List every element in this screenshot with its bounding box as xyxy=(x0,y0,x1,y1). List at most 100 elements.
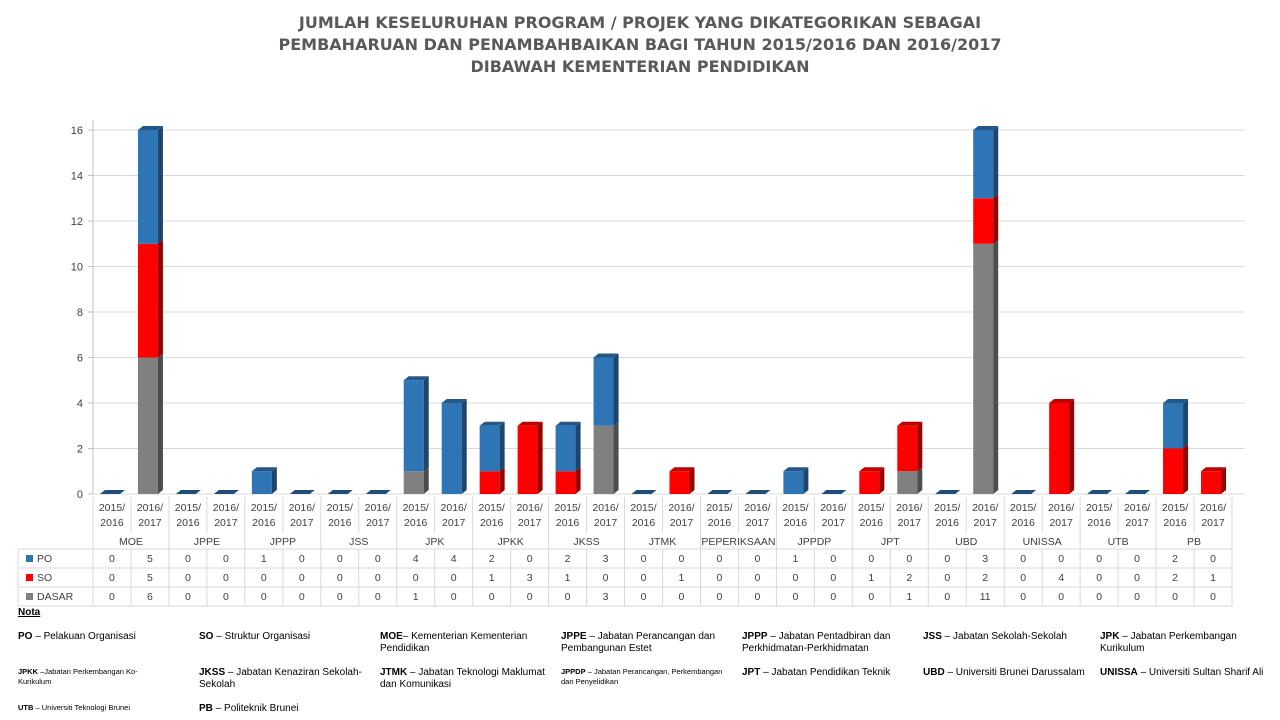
bar-po-1-top xyxy=(137,126,163,130)
group-label: JPPP xyxy=(270,536,296,548)
bar-dasar-13 xyxy=(593,425,614,494)
bar-po-10-top xyxy=(479,421,505,426)
bar-so-15-top xyxy=(669,467,695,472)
bar-so-20 xyxy=(859,471,880,494)
note-text: – Pelakuan Organisasi xyxy=(32,631,136,642)
table-cell: 0 xyxy=(1020,572,1026,584)
table-cell: 4 xyxy=(1058,572,1064,584)
bar-zero-0 xyxy=(99,490,125,494)
year-label-line-1: 2015/ xyxy=(706,502,732,514)
group-label: UBD xyxy=(955,536,978,548)
bar-so-11 xyxy=(517,425,538,494)
table-cell: 0 xyxy=(1134,553,1140,565)
year-label-line-2: 2017 xyxy=(822,517,846,529)
note-abbr: PO xyxy=(18,631,33,642)
note-text: – Politeknik Brunei xyxy=(212,703,299,714)
note-jpkk: JPKK –Jabatan Perkembangan Ko-Kurikulum xyxy=(18,667,168,687)
table-cell: 11 xyxy=(980,591,991,603)
table-cell: 0 xyxy=(1096,591,1102,603)
table-cell: 0 xyxy=(754,572,760,584)
table-cell: 2 xyxy=(1172,572,1178,584)
table-cell: 2 xyxy=(1172,553,1178,565)
bar-so-20-side xyxy=(879,467,885,494)
table-cell: 0 xyxy=(1020,591,1026,603)
bar-zero-27 xyxy=(1125,490,1151,494)
table-cell: 2 xyxy=(982,572,988,584)
bar-so-23-side xyxy=(993,194,999,244)
bar-po-12-top xyxy=(555,421,581,426)
legend-key-so xyxy=(26,574,33,581)
legend-key-dasar xyxy=(26,593,33,600)
y-tick-label: 4 xyxy=(77,398,83,410)
bar-zero-26 xyxy=(1087,490,1113,494)
bar-so-10-side xyxy=(499,467,505,494)
bar-po-18 xyxy=(783,471,804,494)
bar-zero-14 xyxy=(631,490,657,494)
group-label: JKSS xyxy=(573,536,599,548)
chart-gridlines xyxy=(93,129,1245,495)
y-tick-label: 10 xyxy=(71,262,83,274)
group-label: UNISSA xyxy=(1023,536,1062,548)
note-abbr: UBD xyxy=(923,667,945,678)
bar-po-8-side xyxy=(423,376,429,472)
table-cell: 0 xyxy=(679,553,685,565)
bar-po-12-side xyxy=(575,421,581,472)
table-cell: 0 xyxy=(413,572,419,584)
group-label: JSS xyxy=(349,536,368,548)
year-label-line-2: 2016 xyxy=(404,517,428,529)
year-label-line-1: 2016/ xyxy=(668,502,694,514)
bar-zero-24 xyxy=(1011,490,1037,494)
year-label-line-2: 2016 xyxy=(252,517,276,529)
bar-zero-19 xyxy=(821,490,847,494)
table-cell: 0 xyxy=(1096,553,1102,565)
bar-dasar-8 xyxy=(403,471,424,494)
notes-section: Nota PO – Pelakuan Organisasi SO – Strukt… xyxy=(18,607,1268,719)
note-text: – Jabatan Kenaziran Sekolah-Sekolah xyxy=(199,667,362,690)
year-label-line-1: 2015/ xyxy=(479,502,505,514)
note-jtmk: JTMK – Jabatan Teknologi Maklumat dan Ko… xyxy=(380,667,550,691)
bar-zero-6 xyxy=(327,490,353,494)
data-table: 2015/20162016/20172015/20162016/20172015… xyxy=(17,497,1233,607)
table-cell: 0 xyxy=(792,591,798,603)
note-abbr: UNISSA xyxy=(1100,667,1138,678)
bar-so-11-side xyxy=(537,421,543,494)
series-label: DASAR xyxy=(37,591,74,603)
note-text: – Jabatan Teknologi Maklumat dan Komunik… xyxy=(380,667,545,690)
note-jppdp: JPPDP – Jabatan Perancangan, Perkembanga… xyxy=(561,667,731,687)
table-cell: 0 xyxy=(1172,591,1178,603)
note-text: – Jabatan Perkembangan Kurikulum xyxy=(1100,631,1237,654)
year-label-line-1: 2015/ xyxy=(99,502,125,514)
table-cell: 0 xyxy=(337,591,343,603)
year-label-line-2: 2017 xyxy=(670,517,694,529)
year-label-line-1: 2015/ xyxy=(630,502,656,514)
table-cell: 0 xyxy=(603,572,609,584)
bar-po-8 xyxy=(403,380,424,472)
table-cell: 0 xyxy=(792,572,798,584)
note-abbr: JKSS xyxy=(199,667,226,678)
table-cell: 0 xyxy=(489,591,495,603)
table-cell: 0 xyxy=(185,553,191,565)
year-label-line-2: 2017 xyxy=(366,517,390,529)
table-cell: 0 xyxy=(375,553,381,565)
year-label-line-2: 2016 xyxy=(100,517,124,529)
year-label-line-2: 2017 xyxy=(594,517,618,529)
year-label-line-1: 2015/ xyxy=(858,502,884,514)
note-text: – Jabatan Perancangan dan Pembangunan Es… xyxy=(561,631,716,654)
bar-so-29-side xyxy=(1221,467,1227,494)
group-label: JPKK xyxy=(498,536,524,548)
bar-so-23 xyxy=(973,198,994,244)
year-label-line-1: 2015/ xyxy=(251,502,277,514)
bar-dasar-21-side xyxy=(917,467,923,494)
year-label-line-1: 2015/ xyxy=(934,502,960,514)
year-label-line-1: 2015/ xyxy=(175,502,201,514)
year-label-line-1: 2015/ xyxy=(782,502,808,514)
bar-po-1-side xyxy=(157,126,163,244)
year-label-line-2: 2016 xyxy=(328,517,352,529)
table-cell: 5 xyxy=(147,553,153,565)
note-text: – Jabatan Perancangan, Perkembangan dan … xyxy=(561,667,723,686)
bar-po-10 xyxy=(479,425,500,472)
note-abbr: JSS xyxy=(923,631,942,642)
y-tick-label: 12 xyxy=(71,216,83,228)
bar-zero-2 xyxy=(175,490,201,494)
note-unissa: UNISSA – Universiti Sultan Sharif Ali xyxy=(1100,667,1270,679)
